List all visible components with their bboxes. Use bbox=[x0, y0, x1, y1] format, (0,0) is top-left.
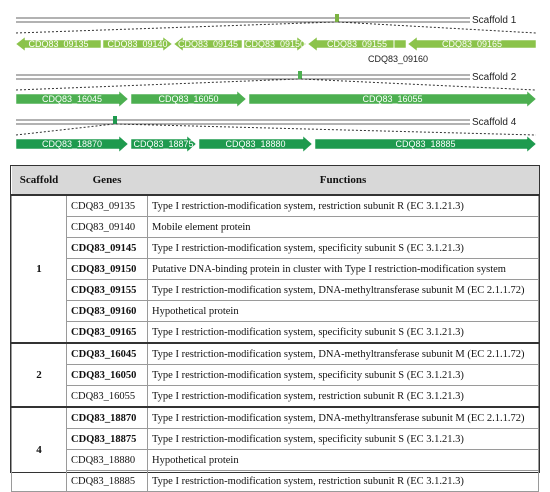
gene-arrow-cdq83-18880 bbox=[198, 135, 313, 153]
table-row: 2 CDQ83_16045 Type I restriction-modificat… bbox=[11, 342, 539, 408]
gene-label-cdq83-18880: CDQ83_18880 bbox=[225, 139, 285, 149]
function-cell: Type I restriction-modification system, … bbox=[147, 428, 539, 450]
gene-cell: CDQ83_18880 bbox=[66, 449, 148, 471]
gene-arrow-cdq83-18870 bbox=[15, 135, 129, 153]
table-row: CDQ83_09150 Putative DNA-binding protein … bbox=[12, 258, 539, 280]
gene-label-cdq83-09150: CDQ83_09150 bbox=[245, 39, 305, 49]
function-cell: Type I restriction-modification system, … bbox=[147, 279, 539, 301]
header-genes: Genes bbox=[66, 166, 148, 196]
scaffold-4-locus-marker bbox=[113, 116, 117, 124]
function-cell: Mobile element protein bbox=[147, 216, 539, 238]
scaffold-4-track: Scaffold 4 bbox=[15, 116, 537, 136]
gene-arrow-cdq83-18875 bbox=[130, 135, 197, 153]
scaffold-cell: 1 bbox=[11, 194, 67, 344]
gene-cell: CDQ83_09165 bbox=[66, 321, 148, 344]
function-cell: Type I restriction-modification system, … bbox=[147, 406, 539, 429]
table-row: 1 CDQ83_09135 Type I restriction-modificat… bbox=[11, 194, 539, 344]
function-cell: Hypothetical protein bbox=[147, 300, 539, 322]
table-header-row: Scaffold Genes Functions bbox=[11, 166, 539, 196]
gene-arrow-cdq83-18885 bbox=[314, 135, 537, 153]
function-cell: Type I restriction-modification system, … bbox=[147, 470, 539, 492]
gene-cell: CDQ83_16045 bbox=[66, 342, 148, 365]
table-row: CDQ83_18875 Type I restriction-modificati… bbox=[12, 428, 539, 450]
table-row: CDQ83_09145 Type I restriction-modificati… bbox=[12, 237, 539, 259]
gene-cell: CDQ83_09155 bbox=[66, 279, 148, 301]
gene-label-cdq83-18885: CDQ83_18885 bbox=[395, 139, 455, 149]
function-cell: Type I restriction-modification system, … bbox=[147, 342, 539, 365]
gene-cell: CDQ83_18885 bbox=[66, 470, 148, 492]
header-functions: Functions bbox=[147, 166, 539, 196]
scaffold-2-genes: CDQ83_16045 CDQ83_16050 CDQ83_16055 bbox=[15, 90, 537, 108]
gene-label-cdq83-18870: CDQ83_18870 bbox=[42, 139, 102, 149]
gene-label-cdq83-09140: CDQ83_09140 bbox=[107, 39, 167, 49]
table-row: CDQ83_09140 Mobile element protein bbox=[12, 216, 539, 238]
gene-cell: CDQ83_09150 bbox=[66, 258, 148, 280]
table-row: CDQ83_09160 Hypothetical protein bbox=[12, 300, 539, 322]
gene-arrow-cdq83-09140 bbox=[102, 36, 173, 52]
gene-label-cdq83-16050: CDQ83_16050 bbox=[158, 94, 218, 104]
header-scaffold: Scaffold bbox=[11, 166, 67, 196]
gene-cell: CDQ83_09145 bbox=[66, 237, 148, 259]
gene-label-cdq83-09165: CDQ83_09165 bbox=[442, 39, 502, 49]
gene-arrow-cdq83-09150 bbox=[243, 36, 307, 52]
gene-arrow-cdq83-09155 bbox=[307, 36, 407, 52]
scaffold-4-genes: CDQ83_18870 CDQ83_18875 CDQ83_18880 CDQ83_1… bbox=[15, 135, 537, 153]
scaffold-4-label: Scaffold 4 bbox=[472, 117, 517, 128]
gene-cell: CDQ83_16055 bbox=[66, 385, 148, 408]
gene-cell: CDQ83_16050 bbox=[66, 364, 148, 386]
function-cell: Type I restriction-modification system, … bbox=[147, 364, 539, 386]
scaffold-1-track: Scaffold 1 bbox=[15, 14, 537, 34]
table-row: CDQ83_18885 Type I restriction-modificati… bbox=[12, 470, 539, 492]
gene-label-cdq83-09145: CDQ83_09145 bbox=[178, 39, 238, 49]
gene-label-cdq83-09135: CDQ83_09135 bbox=[28, 39, 88, 49]
scaffold-2-zoom-line-left bbox=[15, 78, 300, 91]
table-row: 4 CDQ83_18870 Type I restriction-modificat… bbox=[11, 406, 539, 492]
scaffold-2-track: Scaffold 2 bbox=[15, 71, 537, 91]
function-cell: Putative DNA-binding protein in cluster … bbox=[147, 258, 539, 280]
scaffold-1-genes: CDQ83_09135 CDQ83_09140 CDQ83_09145 CDQ83_0… bbox=[15, 36, 537, 52]
scaffold-2-label: Scaffold 2 bbox=[472, 72, 517, 83]
table-row: CDQ83_16050 Type I restriction-modificati… bbox=[12, 364, 539, 386]
scaffold-1-locus-marker bbox=[335, 14, 339, 22]
scaffold-cell: 2 bbox=[11, 342, 67, 408]
table-row: CDQ83_18880 Hypothetical protein bbox=[12, 449, 539, 471]
function-cell: Hypothetical protein bbox=[147, 449, 539, 471]
gene-label-cdq83-16045: CDQ83_16045 bbox=[42, 94, 102, 104]
function-cell: Type I restriction-modification system, … bbox=[147, 237, 539, 259]
gene-arrow-cdq83-09135 bbox=[15, 36, 102, 52]
gene-label-cdq83-16055: CDQ83_16055 bbox=[362, 94, 422, 104]
gene-cell: CDQ83_09135 bbox=[66, 194, 148, 217]
table-row: CDQ83_09165 Type I restriction-modificati… bbox=[12, 321, 539, 344]
gene-cell: CDQ83_09160 bbox=[66, 300, 148, 322]
gene-arrow-cdq83-16055 bbox=[248, 90, 537, 108]
gene-cell: CDQ83_09140 bbox=[66, 216, 148, 238]
table-row: CDQ83_16055 Type I restriction-modificati… bbox=[12, 385, 539, 408]
scaffold-1-zoom-line-right bbox=[337, 21, 537, 34]
gene-arrow-cdq83-09165 bbox=[407, 36, 537, 52]
function-cell: Type I restriction-modification system, … bbox=[147, 194, 539, 217]
table-row: CDQ83_09155 Type I restriction-modificati… bbox=[12, 279, 539, 301]
gene-cluster-diagram: Scaffold 1 CDQ83_09135 CDQ83_09140 CDQ83_0… bbox=[15, 14, 537, 153]
scaffold-4-zoom-line-left bbox=[15, 123, 115, 136]
scaffold-2-zoom-line-right bbox=[300, 78, 537, 91]
function-cell: Type I restriction-modification system, … bbox=[147, 385, 539, 408]
scaffold-cell: 4 bbox=[11, 406, 67, 492]
gene-label-cdq83-09155: CDQ83_09155 bbox=[327, 39, 387, 49]
scaffold-1-label: Scaffold 1 bbox=[472, 15, 517, 26]
scaffold-2-locus-marker bbox=[298, 71, 302, 79]
scaffold-1-zoom-line-left bbox=[15, 21, 337, 34]
gene-function-table: Scaffold Genes Functions 1 CDQ83_09135 Typ… bbox=[11, 166, 539, 492]
gene-arrow-cdq83-16045 bbox=[15, 90, 129, 108]
gene-arrow-cdq83-09145 bbox=[173, 36, 243, 52]
gene-label-cdq83-18875: CDQ83_18875 bbox=[133, 139, 193, 149]
gene-arrow-cdq83-16050 bbox=[130, 90, 247, 108]
gene-cell: CDQ83_18870 bbox=[66, 406, 148, 429]
gene-function-table-container: Scaffold Genes Functions 1 CDQ83_09135 Typ… bbox=[10, 165, 540, 492]
gene-label-below: CDQ83_09160 bbox=[368, 54, 428, 64]
gene-cell: CDQ83_18875 bbox=[66, 428, 148, 450]
function-cell: Type I restriction-modification system, … bbox=[147, 321, 539, 344]
